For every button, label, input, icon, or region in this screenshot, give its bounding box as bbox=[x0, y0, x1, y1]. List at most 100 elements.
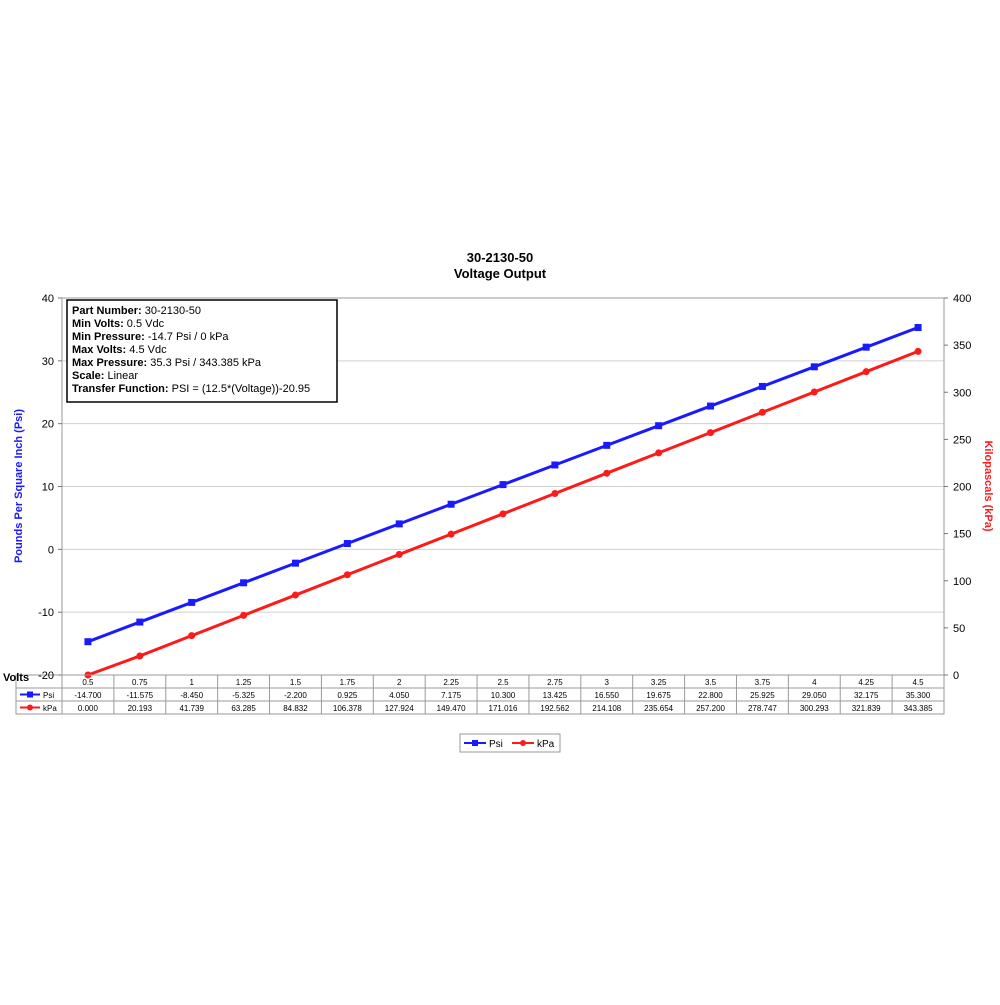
left-tick-label: 30 bbox=[42, 356, 54, 368]
psi-data-point bbox=[603, 441, 611, 449]
psi-data-point bbox=[291, 559, 299, 567]
kpa-data-point bbox=[707, 429, 715, 437]
table-value-cell: 20.193 bbox=[128, 704, 153, 713]
table-value-cell: -8.450 bbox=[180, 691, 203, 700]
left-tick-label: 40 bbox=[42, 293, 54, 305]
series-lines bbox=[84, 324, 922, 679]
info-box-key: Transfer Function: bbox=[72, 383, 169, 395]
chart-subtitle: Voltage Output bbox=[454, 266, 547, 281]
table-value-cell: 16.550 bbox=[595, 691, 620, 700]
psi-data-point bbox=[136, 618, 144, 626]
chart-title: 30-2130-50 bbox=[467, 250, 534, 265]
legend-label: Psi bbox=[489, 739, 503, 750]
info-box-key: Scale: bbox=[72, 370, 104, 382]
info-box-value: PSI = (12.5*(Voltage))-20.95 bbox=[172, 383, 311, 395]
right-tick-label: 250 bbox=[953, 434, 971, 446]
info-box-value: 4.5 Vdc bbox=[129, 344, 167, 356]
right-tick-label: 400 bbox=[953, 293, 971, 305]
table-volts-cell: 1 bbox=[189, 678, 194, 687]
info-box-value: 30-2130-50 bbox=[145, 305, 201, 317]
table-volts-cell: 3.25 bbox=[651, 678, 667, 687]
info-box-line: Max Pressure: 35.3 Psi / 343.385 kPa bbox=[72, 357, 262, 369]
axes: 403020100-10-20400350300250200150100500P… bbox=[3, 293, 994, 684]
kpa-data-point bbox=[136, 652, 144, 660]
info-box-key: Max Pressure: bbox=[72, 357, 147, 369]
right-tick-label: 300 bbox=[953, 387, 971, 399]
table-value-cell: 149.470 bbox=[437, 704, 466, 713]
x-axis-title: Volts bbox=[3, 672, 29, 684]
info-box-value: -14.7 Psi / 0 kPa bbox=[148, 331, 230, 343]
table-volts-cell: 3.5 bbox=[705, 678, 717, 687]
table-value-cell: 4.050 bbox=[389, 691, 410, 700]
info-box-key: Part Number: bbox=[72, 305, 142, 317]
info-box-line: Min Pressure: -14.7 Psi / 0 kPa bbox=[72, 331, 229, 343]
psi-data-point bbox=[758, 382, 766, 390]
table-value-cell: 300.293 bbox=[800, 704, 829, 713]
table-value-cell: 35.300 bbox=[906, 691, 931, 700]
table-volts-cell: 1.5 bbox=[290, 678, 302, 687]
table-volts-cell: 0.75 bbox=[132, 678, 148, 687]
table-value-cell: 321.839 bbox=[852, 704, 881, 713]
right-tick-label: 0 bbox=[953, 670, 959, 682]
data-table: 0.5 0.75 1 1.25 1.5 1.75 2 2.25 2.5 2.75 3 3.25 3.5 3… bbox=[15, 674, 945, 715]
left-axis-title: Pounds Per Square Inch (Psi) bbox=[13, 409, 25, 563]
info-box-line: Max Volts: 4.5 Vdc bbox=[72, 344, 167, 356]
psi-data-point bbox=[84, 638, 92, 646]
psi-data-point bbox=[707, 402, 715, 410]
table-volts-cell: 2.25 bbox=[443, 678, 459, 687]
left-tick-label: -20 bbox=[38, 670, 54, 682]
table-value-cell: 13.425 bbox=[543, 691, 568, 700]
table-value-cell: 214.108 bbox=[592, 704, 621, 713]
table-value-cell: 32.175 bbox=[854, 691, 879, 700]
table-volts-cell: 4.5 bbox=[912, 678, 924, 687]
table-value-cell: -2.200 bbox=[284, 691, 307, 700]
table-value-cell: 25.925 bbox=[750, 691, 775, 700]
info-box-value: 35.3 Psi / 343.385 kPa bbox=[150, 357, 262, 369]
table-value-cell: 10.300 bbox=[491, 691, 516, 700]
kpa-data-point bbox=[291, 591, 299, 599]
info-box-border bbox=[66, 299, 338, 403]
table-series-name: kPa bbox=[43, 704, 57, 713]
table-value-cell: -11.575 bbox=[127, 691, 154, 700]
table-value-cell: 171.016 bbox=[489, 704, 518, 713]
info-box-key: Min Volts: bbox=[72, 318, 124, 330]
info-box-line: Part Number: 30-2130-50 bbox=[72, 305, 201, 317]
legend-marker bbox=[520, 740, 526, 746]
psi-data-point bbox=[447, 500, 455, 508]
table-volts-cell: 1.25 bbox=[236, 678, 252, 687]
table-volts-cell: 1.75 bbox=[340, 678, 356, 687]
right-tick-label: 200 bbox=[953, 482, 971, 494]
psi-data-point bbox=[862, 343, 870, 351]
table-value-cell: 0.000 bbox=[78, 704, 99, 713]
table-volts-cell: 2 bbox=[397, 678, 402, 687]
table-value-cell: 0.925 bbox=[337, 691, 358, 700]
table-value-cell: -14.700 bbox=[74, 691, 102, 700]
kpa-data-point bbox=[499, 510, 507, 518]
table-value-cell: 278.747 bbox=[748, 704, 777, 713]
kpa-data-point bbox=[447, 530, 455, 538]
legend-box bbox=[459, 733, 561, 753]
table-value-cell: 63.285 bbox=[231, 704, 256, 713]
psi-data-point bbox=[343, 540, 351, 548]
psi-data-point bbox=[810, 363, 818, 371]
psi-data-point bbox=[914, 324, 922, 332]
psi-data-point bbox=[655, 422, 663, 430]
info-box-value: 0.5 Vdc bbox=[127, 318, 165, 330]
kpa-data-point bbox=[603, 469, 611, 477]
table-value-cell: 257.200 bbox=[696, 704, 725, 713]
table-value-cell: 19.675 bbox=[646, 691, 671, 700]
info-box-key: Max Volts: bbox=[72, 344, 126, 356]
table-volts-cell: 2.75 bbox=[547, 678, 563, 687]
kpa-data-point bbox=[551, 490, 559, 498]
kpa-data-point bbox=[758, 408, 766, 416]
table-series-marker-key bbox=[27, 704, 33, 711]
kpa-data-point bbox=[240, 611, 248, 619]
right-tick-label: 50 bbox=[953, 623, 965, 635]
kpa-data-point bbox=[188, 632, 196, 640]
table-volts-cell: 2.5 bbox=[497, 678, 509, 687]
legend: Psi kPa bbox=[459, 733, 561, 753]
right-tick-label: 150 bbox=[953, 529, 971, 541]
psi-data-point bbox=[499, 481, 507, 489]
